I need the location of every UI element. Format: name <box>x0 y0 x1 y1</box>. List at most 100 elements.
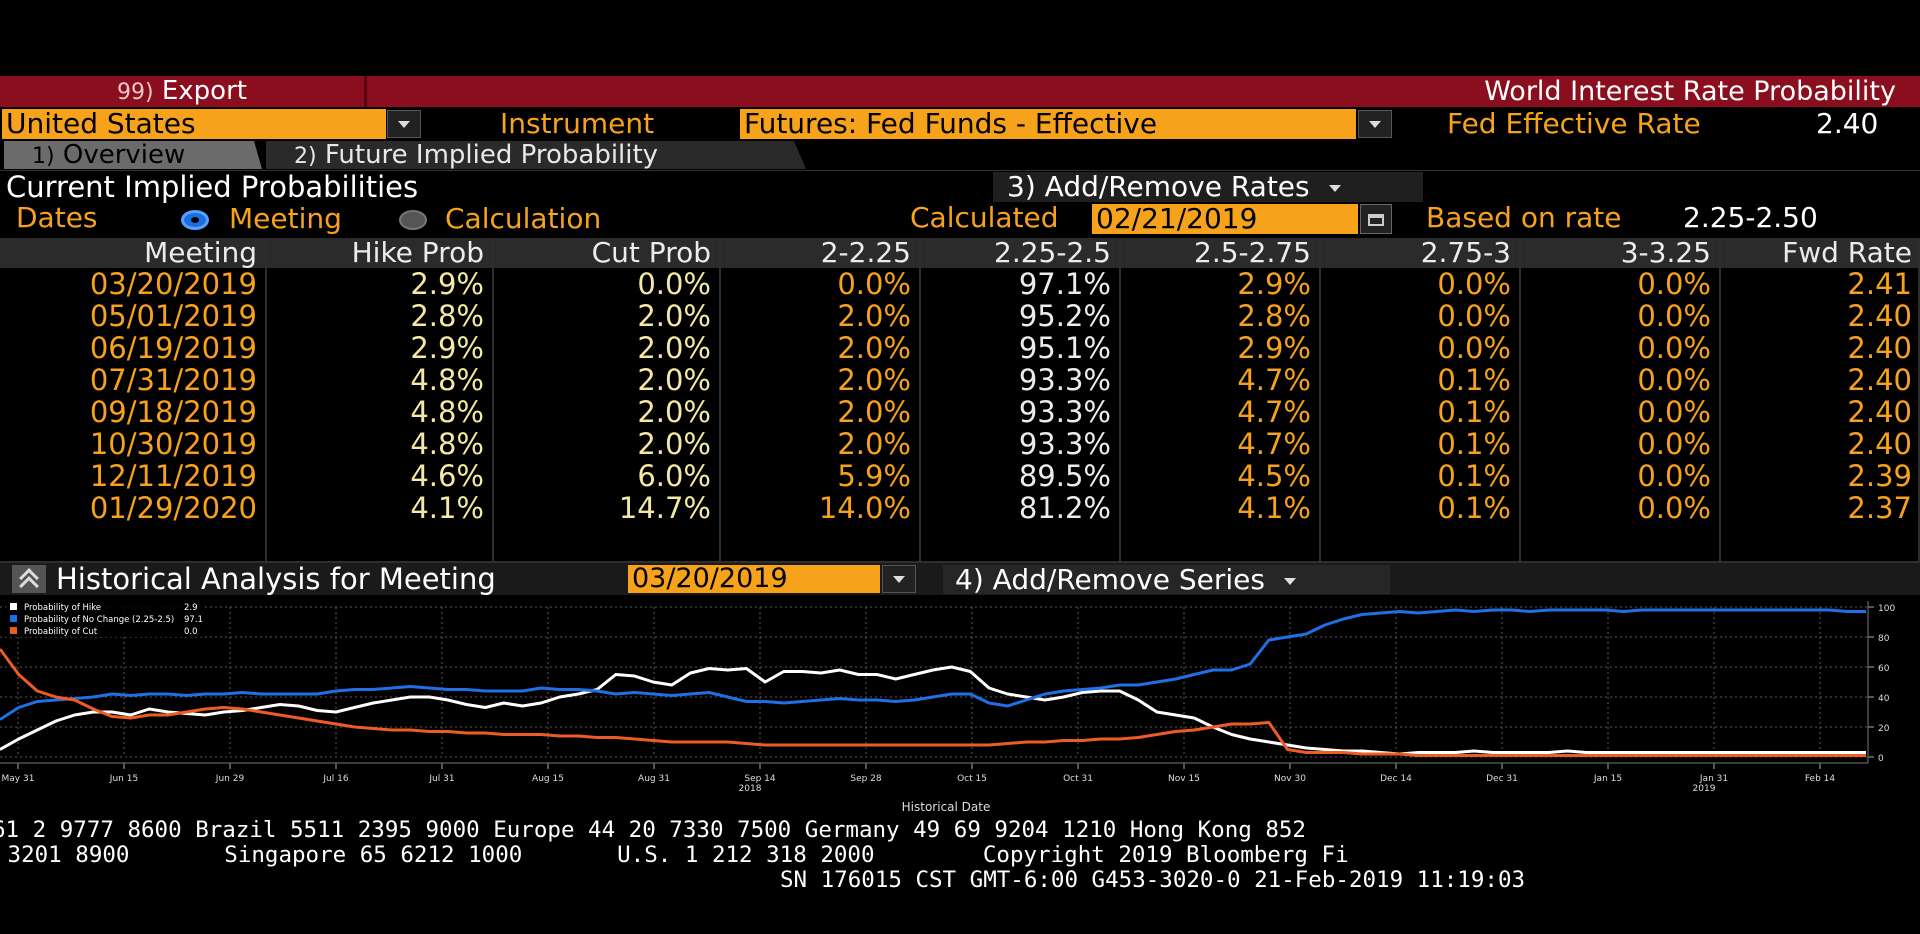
add-remove-rates-number: 3) <box>1007 170 1036 203</box>
radio-meeting-label[interactable]: Meeting <box>229 202 342 235</box>
country-select[interactable]: United States <box>2 109 386 139</box>
column-header-rate-2.5-2.75[interactable]: 2.5-2.75 <box>1121 238 1319 268</box>
table-cell-rate-3-3.25: 0.0% <box>1637 299 1711 333</box>
table-cell-meeting: 03/20/2019 <box>89 267 257 301</box>
column-separator <box>1918 238 1920 563</box>
column-header-rate-2-2.25[interactable]: 2-2.25 <box>721 238 919 268</box>
table-cell-rate-2-2.25: 2.0% <box>837 427 911 461</box>
table-cell-rate-2.75-3: 0.0% <box>1437 299 1511 333</box>
add-remove-rates-button[interactable]: 3) Add/Remove Rates <box>993 172 1423 202</box>
column-separator <box>1519 238 1521 563</box>
chevron-down-icon <box>1283 577 1296 585</box>
tab-divider <box>0 170 1920 171</box>
calendar-icon[interactable] <box>1360 204 1392 234</box>
x-tick-label: Oct 31 <box>1063 774 1093 784</box>
instrument-dropdown-arrow-icon[interactable] <box>1358 110 1392 138</box>
fed-rate-label: Fed Effective Rate <box>1447 107 1701 140</box>
instrument-select[interactable]: Futures: Fed Funds - Effective <box>740 109 1356 139</box>
column-header-hike-prob[interactable]: Hike Prob <box>267 238 492 268</box>
app-title: World Interest Rate Probability <box>1484 76 1896 107</box>
table-cell-fwd-rate: 2.37 <box>1847 491 1912 525</box>
table-cell-rate-2.5-2.75: 2.8% <box>1237 299 1311 333</box>
legend-box <box>6 601 204 637</box>
table-cell-fwd-rate: 2.40 <box>1847 363 1912 397</box>
x-tick-label: Jul 31 <box>428 774 454 784</box>
table-cell-hike-prob: 4.8% <box>410 427 484 461</box>
historical-meeting-dropdown-arrow-icon[interactable] <box>882 565 916 593</box>
add-remove-series-button[interactable]: 4) Add/Remove Series <box>943 565 1390 594</box>
table-cell-rate-3-3.25: 0.0% <box>1637 491 1711 525</box>
table-cell-rate-2.5-2.75: 2.9% <box>1237 331 1311 365</box>
legend-label: Probability of Hike <box>24 603 101 613</box>
table-cell-cut-prob: 6.0% <box>637 459 711 493</box>
table-cell-rate-2.5-2.75: 2.9% <box>1237 267 1311 301</box>
column-header-fwd-rate[interactable]: Fwd Rate <box>1721 238 1920 268</box>
historical-meeting-select[interactable]: 03/20/2019 <box>628 565 880 593</box>
historical-title: Historical Analysis for Meeting <box>56 562 496 596</box>
historical-chart: 0 20 40 60 80 100 May 31 Jun 15 Jun 29 Jul 16 Jul … <box>0 601 1895 814</box>
legend-label: Probability of Cut <box>24 627 98 637</box>
table-cell-hike-prob: 2.9% <box>410 331 484 365</box>
table-cell-rate-2.75-3: 0.1% <box>1437 363 1511 397</box>
year-label: 2019 <box>1693 784 1716 794</box>
table-cell-rate-2.75-3: 0.1% <box>1437 491 1511 525</box>
table-cell-hike-prob: 4.6% <box>410 459 484 493</box>
add-remove-series-number: 4) <box>955 563 984 596</box>
country-dropdown-arrow-icon[interactable] <box>387 110 421 138</box>
y-tick-label: 100 <box>1878 604 1895 614</box>
table-cell-rate-2.25-2.5: 95.2% <box>1018 299 1111 333</box>
column-separator <box>492 238 494 563</box>
table-cell-meeting: 06/19/2019 <box>89 331 257 365</box>
table-cell-rate-2-2.25: 14.0% <box>818 491 911 525</box>
legend-swatch <box>10 627 17 634</box>
column-header-rate-2.75-3[interactable]: 2.75-3 <box>1321 238 1519 268</box>
column-header-meeting[interactable]: Meeting <box>0 238 265 268</box>
tab-overview-number: 1) <box>32 144 55 169</box>
collapse-icon[interactable] <box>12 565 46 593</box>
export-number: 99) <box>117 80 154 105</box>
column-header-rate-2.25-2.5[interactable]: 2.25-2.5 <box>921 238 1119 268</box>
table-cell-fwd-rate: 2.40 <box>1847 331 1912 365</box>
table-cell-cut-prob: 2.0% <box>637 363 711 397</box>
x-tick-label: Aug 31 <box>638 774 670 784</box>
legend-label: Probability of No Change (2.25-2.5) <box>24 615 174 625</box>
export-button[interactable]: 99) Export <box>0 76 367 107</box>
column-separator <box>265 238 267 563</box>
footer-phone-line-2: 3201 8900 Singapore 65 6212 1000 U.S. 1 … <box>0 842 1349 868</box>
table-bottom-border <box>0 561 1920 563</box>
column-header-rate-3-3.25[interactable]: 3-3.25 <box>1521 238 1719 268</box>
table-cell-rate-2.75-3: 0.1% <box>1437 395 1511 429</box>
x-tick-label: Jan 31 <box>1699 774 1728 784</box>
radio-calculation[interactable] <box>399 210 427 230</box>
calculated-date-input[interactable]: 02/21/2019 <box>1092 204 1358 234</box>
table-cell-rate-2.25-2.5: 89.5% <box>1018 459 1111 493</box>
tab-overview[interactable]: 1) Overview <box>4 141 262 169</box>
x-tick-label: Jan 15 <box>1593 774 1622 784</box>
table-cell-meeting: 09/18/2019 <box>89 395 257 429</box>
footer-phone-line-1: 61 2 9777 8600 Brazil 5511 2395 9000 Eur… <box>0 817 1306 843</box>
table-cell-rate-2.25-2.5: 97.1% <box>1018 267 1111 301</box>
column-header-cut-prob[interactable]: Cut Prob <box>494 238 719 268</box>
legend-swatch <box>10 603 17 610</box>
table-cell-rate-2.25-2.5: 95.1% <box>1018 331 1111 365</box>
table-cell-rate-3-3.25: 0.0% <box>1637 331 1711 365</box>
dates-label: Dates <box>16 201 98 234</box>
x-tick-label: Nov 30 <box>1274 774 1306 784</box>
tab-future-number: 2) <box>294 144 317 169</box>
x-tick-label: Jun 29 <box>215 774 245 784</box>
tab-future-implied-probability[interactable]: 2) Future Implied Probability <box>266 141 806 169</box>
table-cell-rate-2.25-2.5: 93.3% <box>1018 427 1111 461</box>
x-tick-label: Oct 15 <box>957 774 987 784</box>
tab-overview-label: Overview <box>62 140 186 170</box>
table-cell-hike-prob: 2.8% <box>410 299 484 333</box>
x-tick-label: Jun 15 <box>109 774 138 784</box>
y-tick-label: 40 <box>1878 694 1890 704</box>
table-cell-fwd-rate: 2.40 <box>1847 427 1912 461</box>
add-remove-rates-label: Add/Remove Rates <box>1044 170 1310 203</box>
column-separator <box>919 238 921 563</box>
radio-meeting[interactable] <box>181 210 209 230</box>
tab-future-label: Future Implied Probability <box>324 140 659 170</box>
table-cell-fwd-rate: 2.40 <box>1847 395 1912 429</box>
radio-calculation-label[interactable]: Calculation <box>445 202 602 235</box>
series-line-cut <box>0 648 1866 757</box>
